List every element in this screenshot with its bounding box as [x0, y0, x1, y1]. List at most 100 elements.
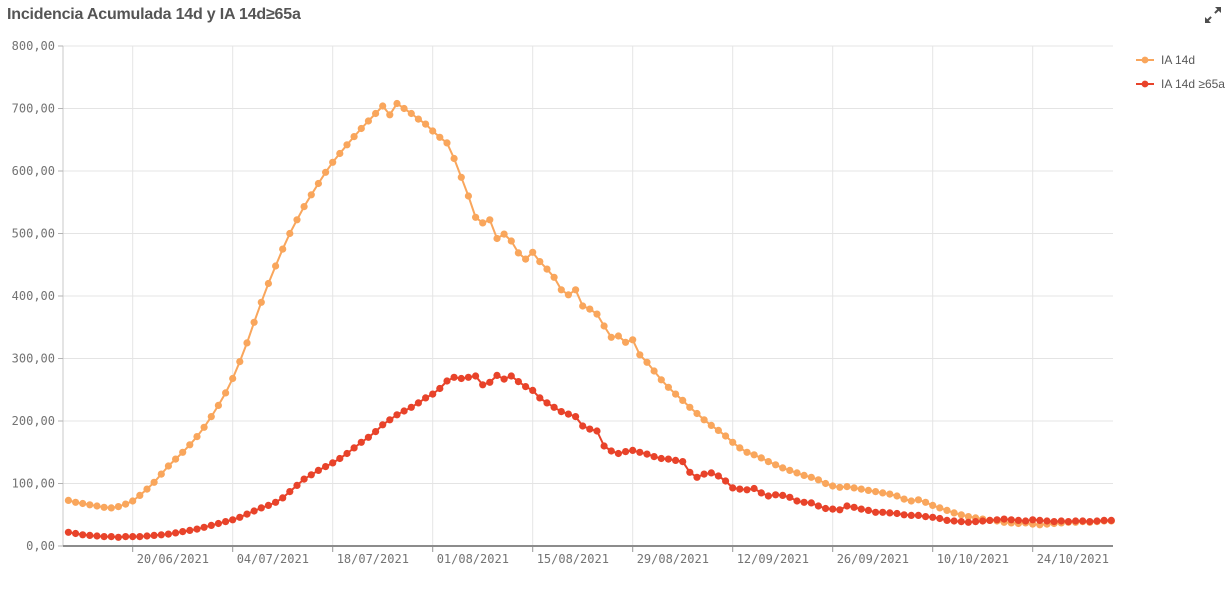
data-point[interactable]	[372, 428, 380, 436]
data-point[interactable]	[707, 469, 715, 477]
data-point[interactable]	[943, 516, 951, 525]
data-point[interactable]	[500, 230, 508, 238]
data-point[interactable]	[979, 517, 987, 525]
data-point[interactable]	[872, 488, 880, 496]
data-point[interactable]	[164, 530, 172, 538]
data-point[interactable]	[793, 469, 801, 477]
data-point[interactable]	[222, 389, 230, 397]
data-point[interactable]	[429, 127, 437, 135]
data-point[interactable]	[93, 532, 101, 540]
data-point[interactable]	[143, 485, 151, 493]
data-point[interactable]	[307, 191, 315, 199]
data-point[interactable]	[179, 528, 187, 536]
data-point[interactable]	[943, 506, 951, 514]
data-point[interactable]	[522, 255, 530, 263]
data-point[interactable]	[736, 485, 744, 493]
data-point[interactable]	[79, 531, 87, 539]
data-point[interactable]	[243, 510, 251, 518]
data-point[interactable]	[72, 529, 80, 538]
data-point[interactable]	[893, 509, 901, 518]
data-point[interactable]	[579, 302, 587, 310]
data-point[interactable]	[936, 514, 944, 523]
data-point[interactable]	[672, 390, 680, 398]
data-point[interactable]	[864, 486, 873, 494]
data-point[interactable]	[600, 322, 608, 330]
data-point[interactable]	[129, 497, 137, 505]
data-point[interactable]	[343, 449, 351, 458]
data-point[interactable]	[207, 413, 215, 421]
data-point[interactable]	[422, 120, 430, 128]
data-point[interactable]	[386, 416, 394, 424]
data-point[interactable]	[922, 513, 930, 521]
data-point[interactable]	[1064, 518, 1072, 526]
data-point[interactable]	[822, 479, 830, 488]
data-point[interactable]	[950, 509, 958, 517]
data-point[interactable]	[564, 291, 573, 299]
data-point[interactable]	[679, 396, 687, 404]
data-point[interactable]	[664, 383, 673, 391]
data-point[interactable]	[79, 499, 87, 508]
data-point[interactable]	[107, 504, 115, 512]
data-point[interactable]	[693, 473, 701, 481]
data-point[interactable]	[157, 470, 165, 478]
data-point[interactable]	[907, 511, 915, 519]
data-point[interactable]	[579, 422, 587, 430]
data-point[interactable]	[114, 533, 122, 541]
data-point[interactable]	[843, 502, 851, 510]
data-point[interactable]	[300, 475, 308, 483]
data-point[interactable]	[350, 133, 358, 141]
data-point[interactable]	[822, 504, 830, 513]
data-point[interactable]	[743, 448, 751, 456]
data-point[interactable]	[122, 533, 130, 541]
data-point[interactable]	[800, 471, 808, 479]
data-point[interactable]	[936, 504, 944, 512]
data-point[interactable]	[964, 513, 973, 521]
data-point[interactable]	[986, 516, 994, 525]
data-point[interactable]	[272, 262, 280, 270]
data-point[interactable]	[614, 332, 623, 340]
data-point[interactable]	[793, 497, 801, 505]
data-point[interactable]	[864, 506, 873, 514]
expand-button[interactable]	[1202, 4, 1224, 26]
data-point[interactable]	[322, 463, 330, 471]
data-point[interactable]	[1057, 517, 1065, 525]
data-point[interactable]	[700, 416, 708, 424]
data-point[interactable]	[257, 298, 265, 306]
data-point[interactable]	[157, 531, 165, 539]
data-point[interactable]	[450, 154, 458, 163]
data-point[interactable]	[600, 442, 608, 450]
data-point[interactable]	[400, 104, 408, 113]
data-point[interactable]	[393, 99, 401, 108]
data-point[interactable]	[914, 511, 923, 519]
data-point[interactable]	[214, 401, 222, 409]
data-point[interactable]	[543, 399, 551, 407]
data-point[interactable]	[800, 498, 808, 506]
data-point[interactable]	[729, 438, 737, 446]
data-point[interactable]	[593, 310, 601, 318]
data-point[interactable]	[814, 476, 823, 484]
data-point[interactable]	[393, 411, 401, 419]
data-point[interactable]	[286, 488, 294, 496]
data-point[interactable]	[472, 372, 480, 380]
data-point[interactable]	[1000, 515, 1008, 523]
data-point[interactable]	[72, 498, 80, 506]
data-point[interactable]	[114, 503, 122, 511]
data-point[interactable]	[772, 461, 780, 469]
data-point[interactable]	[193, 433, 201, 441]
data-point[interactable]	[757, 454, 765, 462]
data-point[interactable]	[736, 444, 744, 452]
data-point[interactable]	[1079, 517, 1087, 525]
data-point[interactable]	[1022, 517, 1030, 525]
data-point[interactable]	[172, 529, 180, 537]
data-point[interactable]	[186, 441, 194, 449]
data-point[interactable]	[186, 526, 194, 535]
data-point[interactable]	[479, 219, 487, 227]
data-point[interactable]	[207, 521, 215, 530]
data-point[interactable]	[714, 472, 723, 480]
data-point[interactable]	[607, 447, 615, 455]
data-point[interactable]	[607, 333, 615, 341]
data-point[interactable]	[750, 451, 758, 459]
data-point[interactable]	[964, 518, 973, 526]
data-point[interactable]	[250, 507, 258, 515]
data-point[interactable]	[622, 448, 630, 456]
